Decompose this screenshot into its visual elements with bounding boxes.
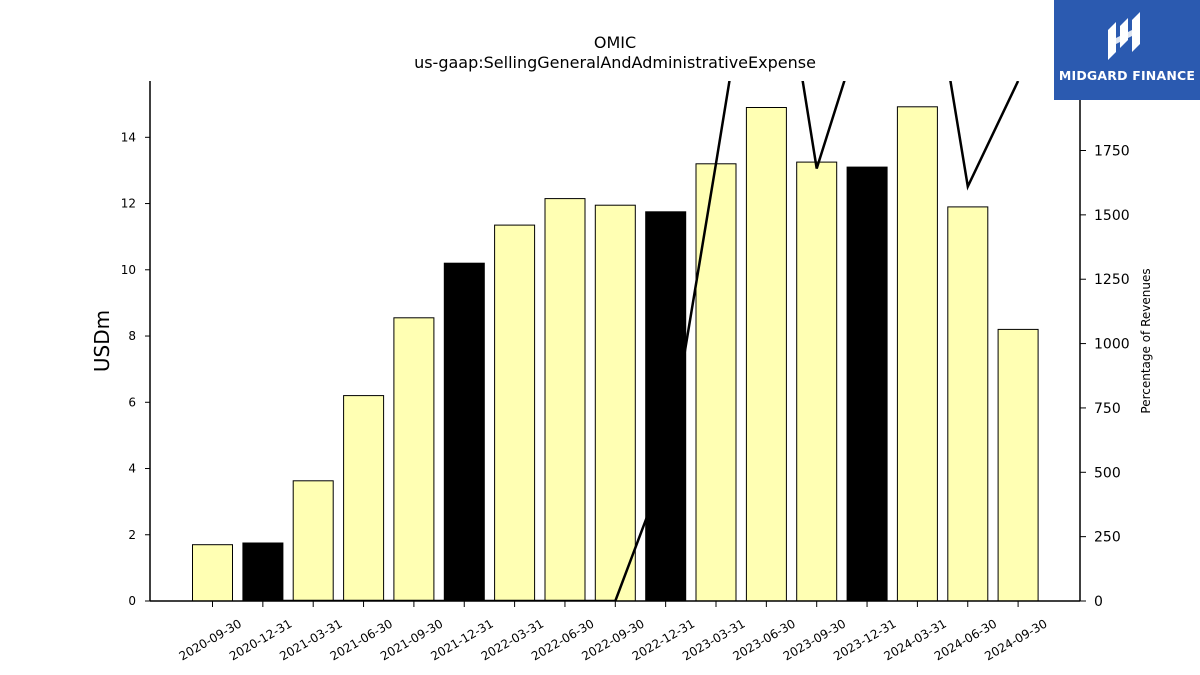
bar-2022-03-31 bbox=[494, 224, 536, 602]
bar-2024-09-30 bbox=[997, 328, 1039, 602]
bar-2023-06-30 bbox=[745, 107, 787, 602]
y-axis-label-right: Percentage of Revenues bbox=[1139, 268, 1153, 413]
bar-2022-06-30 bbox=[544, 198, 586, 602]
bar-2024-06-30 bbox=[947, 206, 989, 602]
brand-name: MIDGARD FINANCE bbox=[1058, 68, 1196, 83]
y-tick-label-left: 6 bbox=[128, 395, 136, 409]
bar-2020-12-31 bbox=[242, 542, 284, 602]
y-tick-label-left: 4 bbox=[128, 462, 136, 476]
y-axis-label-left: USDm bbox=[90, 310, 114, 372]
y-tick-label-right: 1750 bbox=[1094, 144, 1130, 160]
bar-2021-06-30 bbox=[343, 395, 385, 602]
bar-2023-03-31 bbox=[695, 163, 737, 602]
y-tick-label-right: 1250 bbox=[1094, 272, 1130, 288]
bar-2020-09-30 bbox=[192, 544, 233, 602]
line-group bbox=[262, 81, 1020, 601]
y-tick-label-left: 12 bbox=[121, 197, 136, 211]
brand-logo: MIDGARD FINANCE bbox=[1054, 0, 1200, 100]
y-tick-label-left: 2 bbox=[128, 528, 136, 542]
bar-2021-09-30 bbox=[393, 317, 435, 602]
y-tick-label-left: 0 bbox=[128, 594, 136, 608]
bars-group bbox=[192, 106, 1039, 602]
bar-2023-09-30 bbox=[796, 161, 838, 602]
chart-title: OMIC bbox=[594, 33, 636, 52]
y-tick-label-right: 0 bbox=[1094, 594, 1103, 610]
y-tick-label-left: 8 bbox=[128, 329, 136, 343]
y-tick-label-left: 10 bbox=[121, 263, 136, 277]
y-tick-label-right: 250 bbox=[1094, 530, 1121, 546]
y-tick-label-left: 14 bbox=[121, 130, 136, 144]
y-tick-label-right: 750 bbox=[1094, 401, 1121, 417]
y-tick-label-right: 1000 bbox=[1094, 337, 1130, 353]
bar-2022-09-30 bbox=[594, 204, 636, 602]
bar-2021-03-31 bbox=[292, 480, 334, 602]
logo-mark-icon bbox=[1108, 12, 1140, 60]
bar-2021-12-31 bbox=[443, 262, 485, 602]
bar-2023-12-31 bbox=[846, 166, 888, 602]
bar-2022-12-31 bbox=[645, 211, 687, 602]
percentage-line bbox=[262, 81, 1020, 601]
y-tick-label-right: 1500 bbox=[1094, 208, 1130, 224]
bar-2024-03-31 bbox=[896, 106, 938, 602]
chart-subtitle: us-gaap:SellingGeneralAndAdministrativeE… bbox=[414, 53, 816, 72]
y-tick-label-right: 500 bbox=[1094, 465, 1121, 481]
